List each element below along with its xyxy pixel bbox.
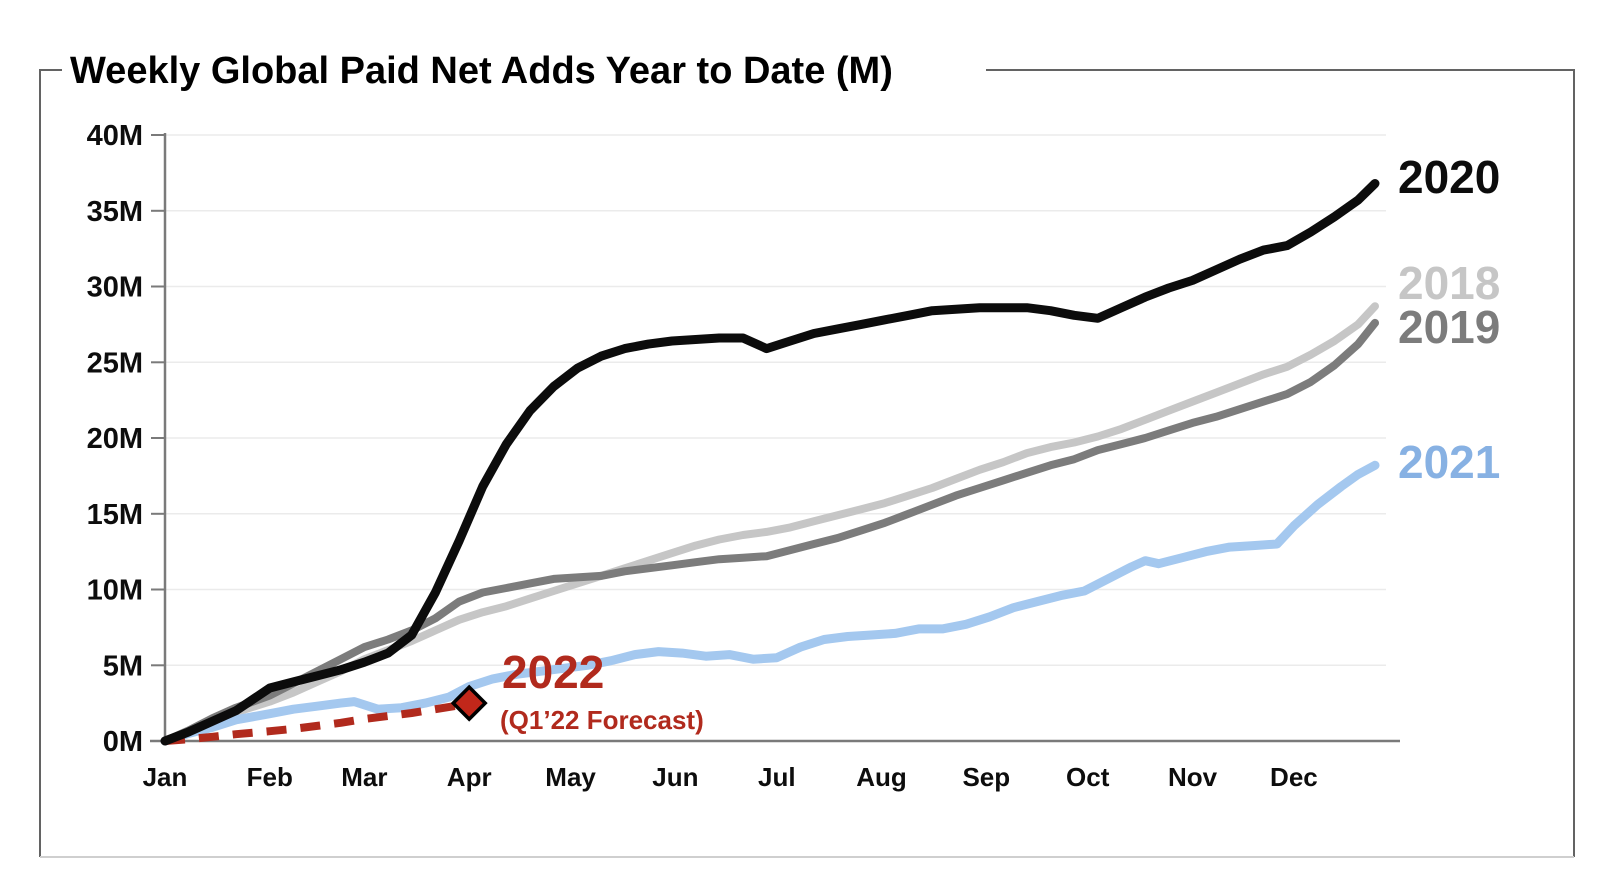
forecast-annotation: (Q1’22 Forecast): [500, 705, 704, 735]
y-axis-label: 0M: [103, 726, 143, 758]
chart-title: Weekly Global Paid Net Adds Year to Date…: [70, 50, 893, 92]
x-axis-label: Mar: [341, 762, 387, 792]
x-axis-label: May: [545, 762, 596, 792]
x-axis-label: Oct: [1066, 762, 1110, 792]
series-label-2019: 2019: [1398, 301, 1500, 353]
axis-and-series-labels: 0M 5M 10M 15M 20M 25M 30M 35M 40M Jan Feb Mar Apr May…: [87, 120, 1501, 792]
series-line-2022: [164, 699, 471, 745]
series-label-2018: 2018: [1398, 257, 1500, 309]
x-axis-label: Jul: [758, 762, 796, 792]
x-axis-label: Nov: [1168, 762, 1218, 792]
frame-border-right: [986, 69, 1575, 857]
y-axis-label: 5M: [103, 650, 143, 682]
series-line-2019: [161, 318, 1379, 745]
x-axis-label: Feb: [247, 762, 293, 792]
forecast-diamond-marker: [450, 684, 488, 722]
axes: [150, 133, 1400, 743]
series-line-2021: [160, 460, 1380, 746]
series-line-2018: [161, 302, 1379, 745]
y-axis-label: 35M: [87, 196, 143, 228]
series-label-2022: 2022: [502, 646, 604, 698]
y-axis-label: 20M: [87, 423, 143, 455]
y-axis-label: 15M: [87, 499, 143, 531]
y-axis-label: 40M: [87, 120, 143, 152]
x-axis-label: Jan: [143, 762, 188, 792]
y-axis-label: 25M: [87, 347, 143, 379]
y-axis-label: 30M: [87, 272, 143, 304]
x-axis-label: Dec: [1270, 762, 1318, 792]
x-axis-label: Sep: [962, 762, 1010, 792]
series-label-2021: 2021: [1398, 436, 1500, 488]
series-line-2020: [160, 179, 1380, 746]
frame-border-left: [39, 69, 62, 857]
y-axis-label: 10M: [87, 575, 143, 607]
series-lines: [160, 179, 1380, 746]
series-label-2020: 2020: [1398, 151, 1500, 203]
x-axis-label: Apr: [447, 762, 492, 792]
x-axis-label: Aug: [856, 762, 907, 792]
x-axis-label: Jun: [652, 762, 698, 792]
